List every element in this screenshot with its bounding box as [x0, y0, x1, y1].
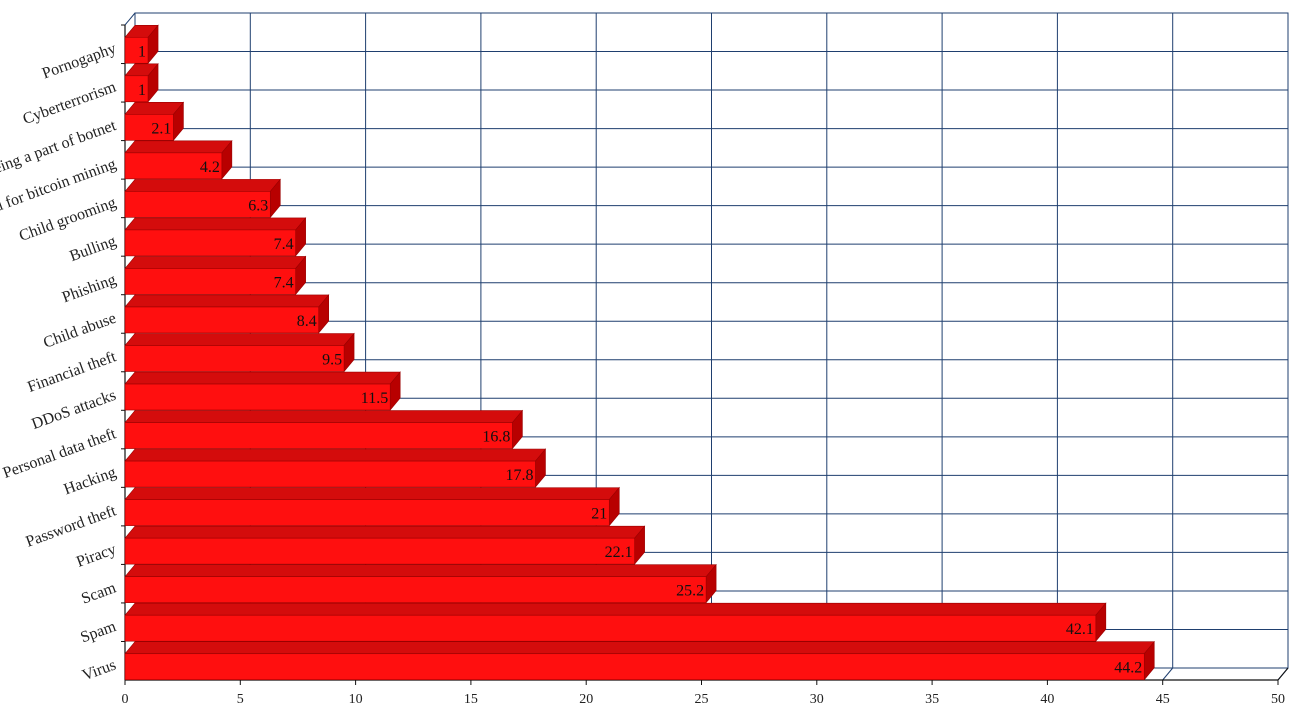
bar-value-label: 42.1 — [1066, 621, 1094, 638]
category-label: Scam — [79, 579, 119, 607]
bar-front — [124, 576, 707, 603]
bar-front — [124, 614, 1097, 642]
x-tick-label: 20 — [579, 692, 593, 707]
category-label: Child abuse — [41, 310, 118, 352]
bar-top — [124, 333, 355, 346]
bar-front — [124, 537, 635, 565]
bar — [124, 140, 233, 180]
bar — [124, 217, 307, 257]
x-tick-label: 45 — [1156, 692, 1170, 707]
bar-front — [124, 460, 536, 488]
bar-front — [124, 75, 149, 103]
x-tick-label: 15 — [464, 692, 478, 707]
bar — [124, 486, 620, 527]
bar-value-label: 44.2 — [1114, 660, 1142, 677]
bar-front — [124, 422, 513, 449]
bar-value-label: 7.4 — [274, 274, 294, 291]
bar-front — [124, 653, 1145, 681]
category-label: Piracy — [74, 541, 118, 571]
category-label: DDoS attacks — [29, 387, 118, 433]
bar — [124, 602, 1107, 643]
bar-front — [124, 152, 223, 180]
bar — [124, 371, 401, 411]
category-label: Hacking — [62, 464, 119, 499]
bar-value-label: 9.5 — [322, 352, 342, 369]
bar-top — [124, 140, 233, 154]
bar-top — [124, 256, 307, 269]
bar — [124, 101, 185, 142]
bar-top — [124, 602, 1107, 616]
category-label: Bulling — [67, 233, 118, 265]
x-axis-end — [1277, 667, 1289, 681]
bar-front — [124, 229, 296, 257]
bar — [124, 24, 159, 65]
bar — [124, 255, 307, 296]
bar-top — [124, 448, 547, 462]
bar-value-label: 1 — [138, 82, 146, 99]
bar — [124, 640, 1155, 681]
floor-line — [1162, 667, 1174, 681]
x-tick-label: 35 — [925, 692, 939, 707]
bar — [124, 448, 547, 488]
bar-front — [124, 345, 345, 372]
x-tick-label: 5 — [237, 692, 244, 707]
bar-value-label: 22.1 — [605, 544, 633, 561]
bar-value-label: 7.4 — [274, 236, 294, 253]
bar-value-label: 16.8 — [482, 429, 510, 446]
category-label: Phishing — [60, 271, 118, 306]
bar-value-label: 25.2 — [676, 583, 704, 600]
bar — [124, 294, 330, 334]
x-tick-label: 30 — [810, 692, 824, 707]
bar-front — [124, 306, 320, 334]
bar-front — [124, 268, 296, 295]
bar — [124, 178, 281, 219]
bar-top — [124, 217, 307, 231]
bars — [124, 24, 1155, 681]
bar-value-label: 8.4 — [297, 313, 317, 330]
x-tick-label: 10 — [349, 692, 363, 707]
bar-top — [124, 487, 620, 500]
bar-top — [124, 294, 330, 308]
bar-top — [124, 371, 401, 385]
bar-value-label: 21 — [591, 506, 607, 523]
bar-front — [124, 383, 391, 411]
bar-top — [124, 564, 717, 577]
bar — [124, 62, 159, 103]
bar-value-label: 1 — [138, 43, 146, 60]
x-tick-label: 25 — [695, 692, 709, 707]
bar-front — [124, 499, 610, 526]
bar-value-label: 4.2 — [200, 159, 220, 176]
x-tick-label: 40 — [1040, 692, 1054, 707]
x-tick-label: 50 — [1271, 692, 1285, 707]
category-label: Virus — [80, 657, 118, 685]
bar — [124, 525, 646, 565]
bar-top — [124, 525, 646, 539]
bar — [124, 332, 355, 373]
bar — [124, 563, 717, 604]
bar-value-label: 6.3 — [248, 197, 268, 214]
bar-top — [124, 179, 281, 192]
bar — [124, 409, 524, 450]
bar-value-label: 2.1 — [151, 120, 171, 137]
bar-top — [124, 410, 524, 423]
side-wall-line — [124, 12, 136, 26]
bar-value-label: 17.8 — [505, 467, 533, 484]
bar-front — [124, 114, 174, 141]
bar-top — [124, 641, 1155, 655]
x-tick-label: 0 — [122, 692, 129, 707]
category-label: Spam — [78, 618, 119, 647]
bar-value-label: 11.5 — [361, 390, 388, 407]
bar-front — [124, 191, 271, 218]
bar-front — [124, 36, 149, 64]
category-label: Pornogaphy — [40, 40, 118, 82]
